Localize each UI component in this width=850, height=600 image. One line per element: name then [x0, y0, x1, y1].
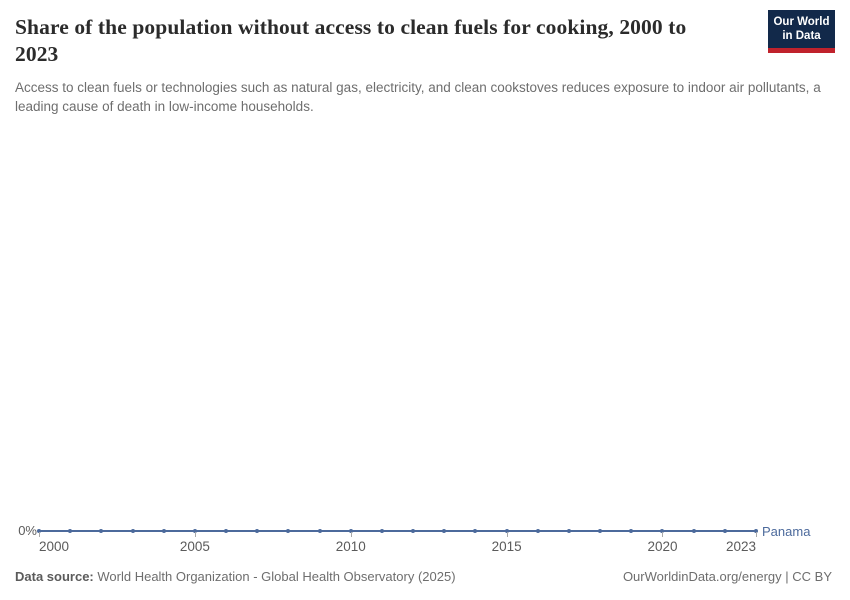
plot-area: 2000 2005 2010 2015 2020 2023	[37, 0, 758, 600]
data-point[interactable]	[255, 529, 260, 533]
x-axis-tick	[756, 532, 757, 537]
x-axis-tick	[39, 532, 40, 537]
data-point[interactable]	[691, 529, 696, 533]
x-axis-tick-label: 2000	[39, 539, 70, 554]
owid-logo-line2: in Data	[782, 30, 821, 42]
data-source-note: Data source: World Health Organization -…	[15, 568, 456, 585]
owid-logo-line1: Our World	[773, 16, 830, 28]
attribution-link[interactable]: OurWorldinData.org/energy | CC BY	[622, 569, 832, 584]
entity-label-panama[interactable]: Panama	[762, 524, 811, 539]
x-axis-tick	[506, 532, 508, 537]
y-axis-tick-label: 0%	[18, 523, 37, 538]
x-axis-tick	[350, 532, 352, 537]
x-axis-tick-label: 2015	[491, 539, 522, 554]
data-source-text[interactable]: World Health Organization - Global Healt…	[97, 569, 456, 584]
owid-logo-box: Our World in Data	[768, 10, 835, 48]
x-axis-tick-label: 2010	[335, 539, 366, 554]
data-point[interactable]	[754, 529, 758, 533]
chart-footer: Data source: World Health Organization -…	[15, 568, 832, 585]
owid-logo-red-strip	[768, 48, 835, 53]
data-point[interactable]	[192, 529, 197, 533]
data-point[interactable]	[68, 529, 73, 533]
data-point[interactable]	[473, 529, 478, 533]
data-point[interactable]	[224, 529, 229, 533]
data-point[interactable]	[99, 529, 104, 533]
owid-logo[interactable]: Our World in Data	[768, 10, 835, 53]
data-point[interactable]	[504, 529, 509, 533]
data-point[interactable]	[660, 529, 665, 533]
data-point[interactable]	[442, 529, 447, 533]
chart-header: Share of the population without access t…	[15, 10, 835, 116]
series-line-panama[interactable]	[39, 530, 756, 532]
chart-subtitle: Access to clean fuels or technologies su…	[15, 80, 821, 114]
x-axis-tick	[662, 532, 664, 537]
data-point[interactable]	[348, 529, 353, 533]
data-point[interactable]	[286, 529, 291, 533]
data-point[interactable]	[722, 529, 727, 533]
x-axis-tick-label: 2020	[647, 539, 678, 554]
x-axis-tick	[194, 532, 196, 537]
data-point[interactable]	[566, 529, 571, 533]
data-point[interactable]	[161, 529, 166, 533]
data-point[interactable]	[411, 529, 416, 533]
data-point[interactable]	[535, 529, 540, 533]
data-point[interactable]	[598, 529, 603, 533]
data-point[interactable]	[629, 529, 634, 533]
x-axis-tick-label: 2005	[179, 539, 210, 554]
chart-title: Share of the population without access t…	[15, 15, 687, 66]
data-point[interactable]	[37, 529, 41, 533]
data-point[interactable]	[130, 529, 135, 533]
data-point[interactable]	[317, 529, 322, 533]
x-axis-tick-label: 2023	[725, 539, 756, 554]
data-point[interactable]	[379, 529, 384, 533]
data-source-label: Data source:	[15, 569, 94, 584]
